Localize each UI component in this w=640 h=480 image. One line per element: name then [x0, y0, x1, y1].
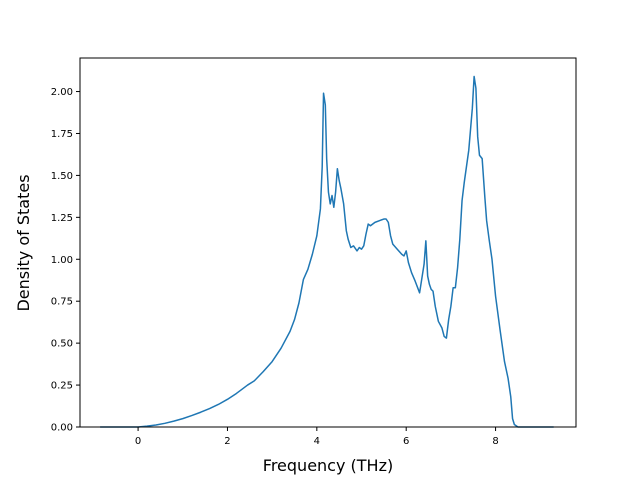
y-tick-label: 2.00: [51, 87, 73, 98]
y-tick-label: 1.00: [51, 255, 73, 266]
y-tick-label: 0.75: [51, 297, 73, 308]
dos-series-line-0: [100, 75, 554, 428]
y-tick-label: 1.50: [51, 171, 73, 182]
plot-frame: [79, 57, 577, 428]
y-tick-label: 1.75: [51, 129, 73, 140]
y-tick-label: 0.50: [51, 339, 73, 350]
ticks: 0 2 4 6 8 0.00 0.25 0.50 0.75 1.00 1.25 1.50 1.75 2.0…: [51, 87, 499, 447]
x-tick-label: 4: [314, 436, 320, 447]
x-tick-label: 6: [403, 436, 409, 447]
y-tick-label: 1.25: [51, 213, 73, 224]
y-axis-label: Density of States: [14, 174, 33, 311]
x-tick-label: 2: [224, 436, 230, 447]
plot-area: [100, 75, 554, 428]
x-tick-label: 8: [492, 436, 498, 447]
x-axis-label: Frequency (THz): [263, 456, 393, 475]
y-tick-label: 0.25: [51, 381, 73, 392]
y-tick-label: 0.00: [51, 423, 73, 434]
x-tick-label: 0: [135, 436, 141, 447]
